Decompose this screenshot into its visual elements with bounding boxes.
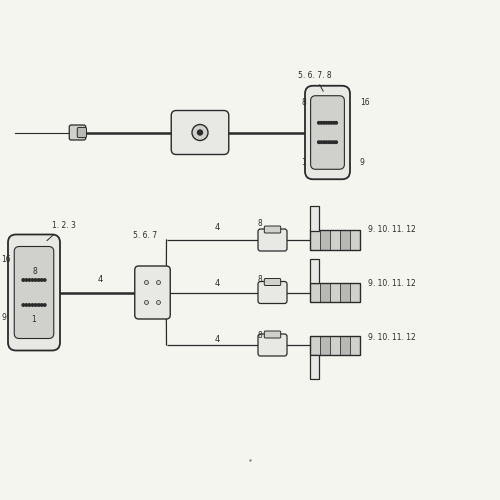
Circle shape	[156, 300, 160, 304]
Circle shape	[198, 130, 202, 135]
Circle shape	[25, 304, 28, 306]
Text: 16: 16	[360, 98, 370, 107]
Bar	[350, 336, 360, 354]
Text: 4: 4	[215, 223, 220, 232]
Text: 1: 1	[301, 158, 306, 167]
Circle shape	[330, 122, 332, 124]
Bar	[330, 336, 340, 354]
FancyBboxPatch shape	[14, 246, 54, 338]
Circle shape	[328, 122, 330, 124]
FancyBboxPatch shape	[264, 226, 280, 233]
Circle shape	[156, 280, 160, 284]
FancyBboxPatch shape	[264, 278, 280, 285]
Bar	[310, 336, 360, 354]
Bar	[340, 336, 350, 354]
Bar	[320, 336, 330, 354]
FancyBboxPatch shape	[77, 128, 86, 138]
Circle shape	[318, 141, 320, 144]
FancyBboxPatch shape	[258, 282, 287, 304]
Bar	[310, 283, 360, 302]
Text: 9. 10. 11. 12: 9. 10. 11. 12	[368, 226, 415, 234]
Circle shape	[31, 304, 34, 306]
Text: 5. 6. 7. 8: 5. 6. 7. 8	[298, 70, 331, 92]
Circle shape	[38, 279, 40, 281]
Circle shape	[34, 279, 37, 281]
Circle shape	[22, 279, 25, 281]
Text: 5. 6. 7: 5. 6. 7	[133, 230, 157, 239]
Circle shape	[192, 124, 208, 140]
Text: 8: 8	[33, 266, 38, 276]
Text: 9: 9	[360, 158, 365, 167]
Text: 9: 9	[2, 313, 6, 322]
Circle shape	[332, 141, 335, 144]
Bar	[310, 230, 320, 250]
Circle shape	[38, 304, 40, 306]
FancyBboxPatch shape	[8, 234, 60, 350]
Bar	[320, 283, 330, 302]
Text: 4: 4	[98, 274, 102, 283]
Bar	[350, 283, 360, 302]
Text: 16: 16	[2, 256, 11, 264]
Circle shape	[320, 122, 322, 124]
Bar	[310, 336, 320, 354]
Circle shape	[22, 304, 25, 306]
Bar	[340, 230, 350, 250]
Circle shape	[322, 122, 325, 124]
Circle shape	[328, 141, 330, 144]
Bar	[310, 259, 319, 283]
Circle shape	[322, 141, 325, 144]
Text: 4: 4	[215, 336, 220, 344]
Text: 8: 8	[258, 330, 262, 340]
Text: 1. 2. 3: 1. 2. 3	[47, 220, 76, 240]
Bar	[330, 283, 340, 302]
Text: 8: 8	[258, 219, 262, 228]
Circle shape	[25, 279, 28, 281]
Text: 9. 10. 11. 12: 9. 10. 11. 12	[368, 280, 415, 288]
Circle shape	[325, 122, 328, 124]
Text: 4: 4	[215, 280, 220, 288]
FancyBboxPatch shape	[258, 334, 287, 356]
Bar	[310, 283, 320, 302]
Circle shape	[320, 141, 322, 144]
Text: 1: 1	[31, 314, 36, 324]
Circle shape	[28, 279, 30, 281]
Circle shape	[335, 141, 338, 144]
Circle shape	[44, 304, 46, 306]
Bar	[330, 230, 340, 250]
Bar	[340, 283, 350, 302]
FancyBboxPatch shape	[305, 86, 350, 180]
Text: 8: 8	[301, 98, 306, 107]
Circle shape	[28, 304, 30, 306]
Circle shape	[144, 280, 148, 284]
FancyBboxPatch shape	[310, 96, 344, 170]
FancyBboxPatch shape	[171, 110, 229, 154]
FancyBboxPatch shape	[134, 266, 170, 319]
Bar	[350, 230, 360, 250]
Circle shape	[144, 300, 148, 304]
Bar	[310, 206, 319, 231]
Circle shape	[31, 279, 34, 281]
Bar	[310, 230, 360, 250]
Text: 8: 8	[258, 276, 262, 284]
FancyBboxPatch shape	[69, 125, 86, 140]
Circle shape	[330, 141, 332, 144]
Circle shape	[40, 279, 43, 281]
Bar	[320, 230, 330, 250]
Bar	[310, 354, 319, 378]
Circle shape	[325, 141, 328, 144]
Circle shape	[34, 304, 37, 306]
Circle shape	[40, 304, 43, 306]
Circle shape	[332, 122, 335, 124]
Text: 9. 10. 11. 12: 9. 10. 11. 12	[368, 333, 415, 342]
Circle shape	[318, 122, 320, 124]
Circle shape	[335, 122, 338, 124]
Circle shape	[44, 279, 46, 281]
FancyBboxPatch shape	[264, 331, 280, 338]
FancyBboxPatch shape	[258, 229, 287, 251]
